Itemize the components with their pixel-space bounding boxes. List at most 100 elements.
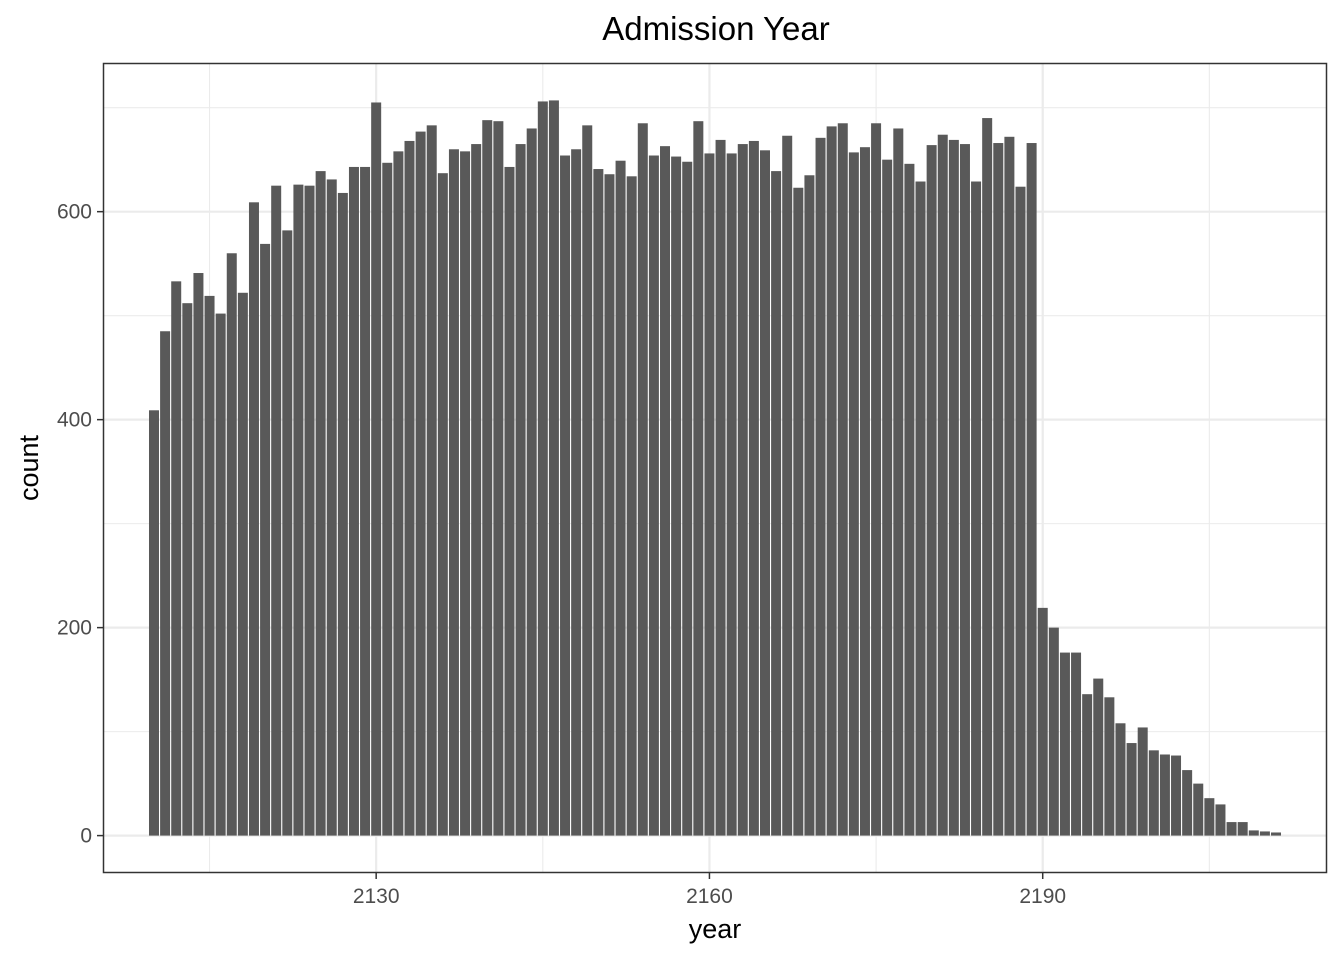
bar-2155 <box>648 155 659 836</box>
bar-2211 <box>1271 832 1282 836</box>
bar-2132 <box>393 151 404 836</box>
chart-title: Admission Year <box>602 10 829 47</box>
bar-2140 <box>482 120 493 836</box>
bar-2122 <box>282 230 293 836</box>
bar-2148 <box>571 149 582 836</box>
bar-2207 <box>1226 822 1237 836</box>
bar-2146 <box>548 100 559 836</box>
bar-2120 <box>260 243 271 836</box>
bar-2205 <box>1204 798 1215 836</box>
bar-2137 <box>448 149 459 836</box>
bar-2172 <box>837 123 848 836</box>
bar-2206 <box>1215 804 1226 836</box>
bar-2116 <box>215 313 226 836</box>
bar-2158 <box>682 161 693 836</box>
bar-2170 <box>815 137 826 836</box>
bars <box>148 100 1282 836</box>
bar-2139 <box>471 144 482 836</box>
bar-2200 <box>1148 750 1159 836</box>
x-axis: 2130 2160 2190 <box>353 872 1066 908</box>
bar-2157 <box>671 156 682 836</box>
x-axis-title: year <box>689 914 742 944</box>
y-tick-label: 600 <box>57 201 92 224</box>
bar-2182 <box>948 139 959 836</box>
bar-2143 <box>515 144 526 836</box>
bar-2190 <box>1037 607 1048 836</box>
bar-2131 <box>382 162 393 836</box>
bar-2152 <box>615 160 626 836</box>
bar-2136 <box>437 173 448 836</box>
bar-2174 <box>859 147 870 836</box>
bar-2113 <box>182 303 193 836</box>
bar-2130 <box>371 102 382 836</box>
bar-2117 <box>226 253 237 836</box>
bar-2181 <box>937 134 948 836</box>
bar-2201 <box>1159 754 1170 836</box>
bar-2184 <box>971 181 982 836</box>
y-tick-label: 200 <box>57 617 92 640</box>
bar-2156 <box>660 146 671 836</box>
bar-2193 <box>1071 652 1082 836</box>
bar-2209 <box>1248 830 1259 836</box>
bar-2153 <box>626 176 637 836</box>
y-tick-label: 400 <box>57 409 92 432</box>
bar-2111 <box>160 331 171 836</box>
bar-2176 <box>882 159 893 836</box>
bar-2115 <box>204 295 215 836</box>
bar-2169 <box>804 175 815 836</box>
bar-2150 <box>593 169 604 836</box>
bar-2126 <box>326 179 337 836</box>
bar-2168 <box>793 187 804 836</box>
bar-2141 <box>493 121 504 836</box>
bar-2123 <box>293 184 304 836</box>
bar-2191 <box>1048 627 1059 836</box>
bar-2161 <box>715 139 726 836</box>
bar-2125 <box>315 171 326 836</box>
bar-2180 <box>926 145 937 836</box>
bar-2202 <box>1171 755 1182 836</box>
bar-2118 <box>237 292 248 836</box>
bar-2198 <box>1126 743 1137 836</box>
bar-2160 <box>704 153 715 836</box>
bar-2167 <box>782 135 793 836</box>
bar-2199 <box>1137 727 1148 836</box>
bar-2121 <box>271 185 282 836</box>
bar-2134 <box>415 131 426 836</box>
y-axis: 0 200 400 600 <box>57 201 104 848</box>
bar-2159 <box>693 121 704 836</box>
y-tick-label: 0 <box>80 825 92 848</box>
bar-2147 <box>560 155 571 836</box>
bar-2129 <box>360 166 371 836</box>
bar-2187 <box>1004 136 1015 836</box>
bar-2110 <box>148 410 159 836</box>
panel-border <box>102 62 1328 874</box>
bar-2127 <box>337 192 348 836</box>
bar-2165 <box>759 150 770 836</box>
bar-2164 <box>748 140 759 836</box>
bar-2192 <box>1059 652 1070 836</box>
bar-2154 <box>637 123 648 836</box>
bar-2124 <box>304 185 315 836</box>
bar-2142 <box>504 166 515 836</box>
bar-2197 <box>1115 723 1126 836</box>
bar-2177 <box>893 128 904 836</box>
bar-2194 <box>1082 694 1093 836</box>
bar-2151 <box>604 174 615 836</box>
x-tick-label: 2130 <box>353 885 400 908</box>
bar-2112 <box>171 281 182 836</box>
bar-2162 <box>726 153 737 836</box>
bar-2186 <box>993 143 1004 836</box>
bar-2208 <box>1237 822 1248 836</box>
bar-2171 <box>826 126 837 836</box>
bar-2145 <box>537 101 548 836</box>
bar-2173 <box>848 152 859 836</box>
bar-2196 <box>1104 697 1115 836</box>
bar-2204 <box>1193 783 1204 836</box>
x-tick-label: 2160 <box>686 885 733 908</box>
bar-2128 <box>348 166 359 836</box>
bar-2179 <box>915 181 926 836</box>
bar-2189 <box>1026 143 1037 836</box>
bar-2138 <box>460 151 471 836</box>
bar-2114 <box>193 273 204 836</box>
